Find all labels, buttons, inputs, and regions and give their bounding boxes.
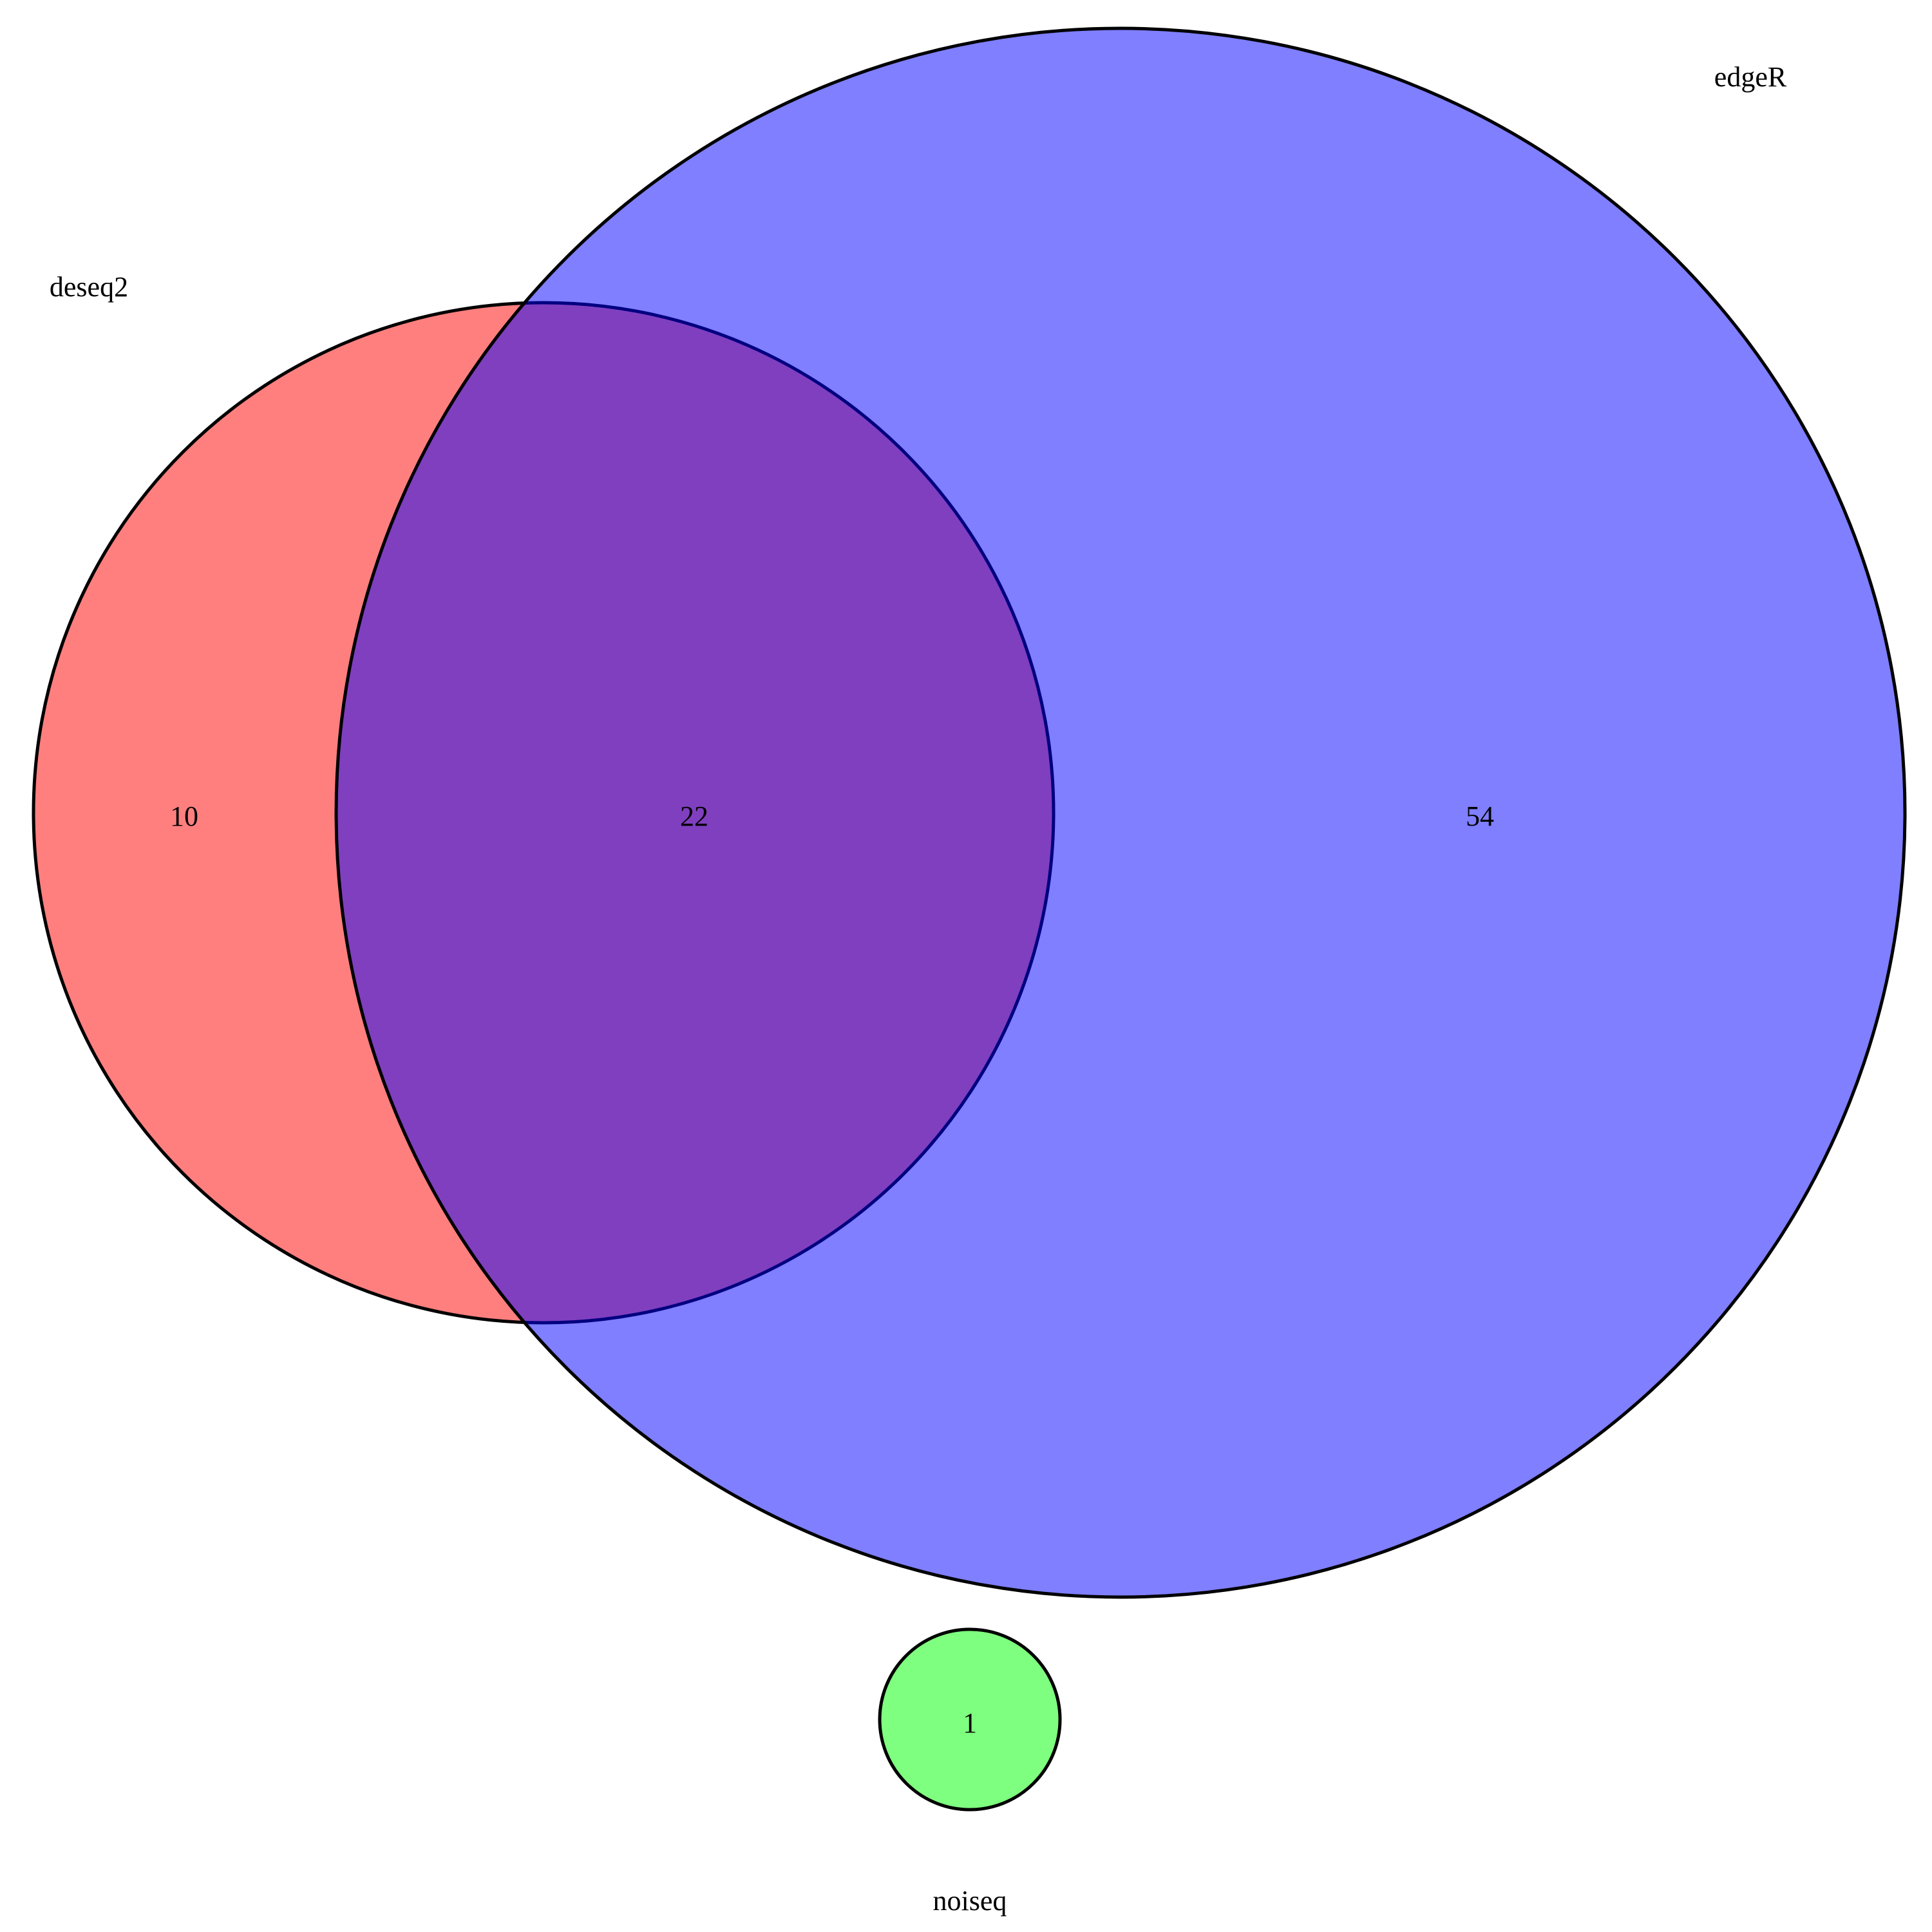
edger-set-label: edgeR — [1714, 61, 1787, 93]
deseq2-set-label: deseq2 — [50, 271, 128, 303]
edger-only-count: 54 — [1466, 800, 1494, 832]
noiseq-set-label: noiseq — [933, 1885, 1007, 1917]
edger-set-circle — [334, 26, 1907, 1599]
noiseq-set-circle — [878, 1627, 1062, 1812]
deseq2-only-count: 10 — [170, 800, 198, 832]
noiseq-only-count: 1 — [963, 1707, 977, 1739]
deseq2-edger-overlap-count: 22 — [680, 800, 708, 832]
